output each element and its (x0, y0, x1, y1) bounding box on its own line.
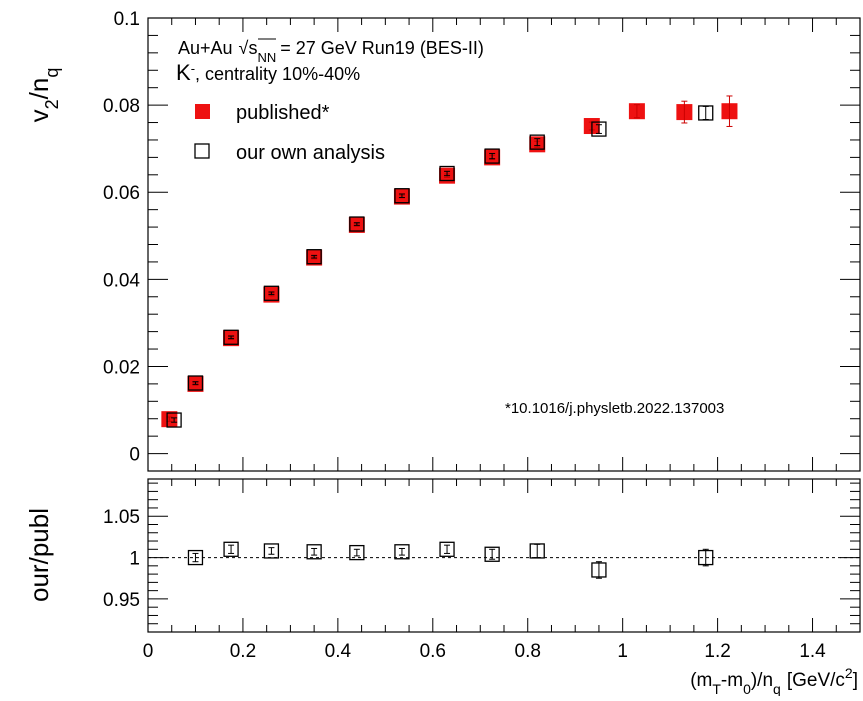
own-analysis-point (529, 134, 545, 150)
bottom-data-marks (148, 541, 860, 579)
legend-published-label: published* (236, 102, 330, 124)
top-y-tick-label: 0.06 (103, 183, 140, 204)
bottom-y-tick-label: 1.05 (103, 507, 140, 528)
bottom-axis-ticks: 0 0.2 0.4 0.6 0.8 1 1.2 1.4 0.95 1 1.05 (103, 479, 861, 662)
bottom-y-axis-label: our/publ (24, 508, 54, 602)
x-tick-label: 0.6 (420, 641, 446, 662)
legend-published-marker (195, 104, 210, 119)
own-analysis-point (349, 216, 365, 232)
bottom-y-tick-label: 1 (129, 549, 140, 570)
own-analysis-point (439, 165, 455, 182)
doi-reference: *10.1016/j.physletb.2022.137003 (505, 400, 724, 417)
top-y-tick-label: 0.1 (114, 9, 140, 30)
legend-analysis-marker (194, 143, 210, 159)
top-panel-frame (147, 17, 861, 472)
own-analysis-point (223, 329, 239, 345)
bottom-panel-frame (147, 478, 861, 633)
x-tick-label: 1.4 (799, 641, 826, 662)
bottom-y-tick-label: 0.95 (103, 590, 140, 611)
top-data-marks (161, 95, 738, 428)
x-tick-label: 0.4 (325, 641, 352, 662)
ratio-point (187, 549, 204, 566)
legend-analysis-label: our own analysis (236, 142, 385, 164)
top-y-tick-label: 0 (129, 445, 140, 466)
own-analysis-point (306, 249, 322, 265)
ratio-point (263, 543, 280, 559)
top-y-tick-label: 0.02 (103, 357, 140, 378)
own-analysis-point (484, 148, 500, 164)
top-y-tick-label: 0.08 (103, 96, 140, 117)
ratio-point (306, 544, 322, 560)
own-analysis-point (591, 121, 607, 137)
ratio-point (394, 544, 410, 560)
x-tick-label: 1.2 (704, 641, 730, 662)
own-analysis-point (394, 188, 410, 204)
top-axis-ticks: 0 0.02 0.04 0.06 0.08 0.1 (103, 9, 861, 471)
ratio-point (223, 541, 239, 557)
x-tick-label: 0.2 (230, 641, 256, 662)
own-analysis-point (187, 375, 204, 391)
ratio-point (439, 541, 455, 557)
particle-centrality-label: K-, centrality 10%-40% (176, 60, 360, 85)
x-tick-label: 0 (143, 641, 154, 662)
x-tick-label: 0.8 (515, 641, 541, 662)
collision-system-label: Au+Au √sNN = 27 GeV Run19 (BES-II) (178, 38, 484, 65)
top-y-axis-label: v2/nq (24, 68, 62, 123)
top-y-tick-label: 0.04 (103, 270, 140, 291)
x-axis-label: (mT-m0)/nq [GeV/c2] (690, 665, 858, 696)
ratio-point (349, 544, 365, 561)
own-analysis-point (166, 412, 182, 428)
ratio-point (484, 546, 500, 562)
x-tick-label: 1 (617, 641, 628, 662)
own-analysis-point (263, 285, 280, 301)
